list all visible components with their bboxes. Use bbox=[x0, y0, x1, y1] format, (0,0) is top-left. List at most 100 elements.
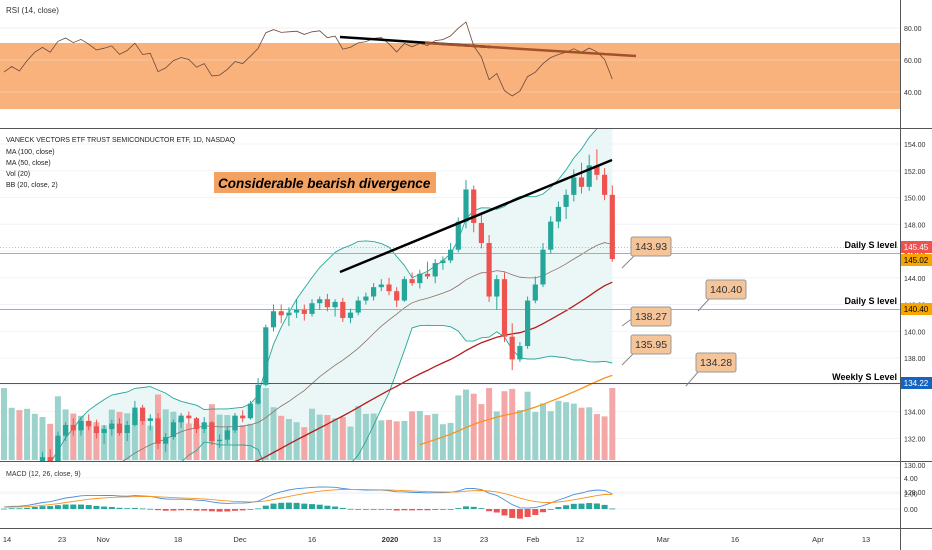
time-tick-label: 13 bbox=[862, 535, 870, 544]
price-tick-label: 138.00 bbox=[904, 356, 926, 363]
weekly-s-level-label: Weekly S Level bbox=[832, 372, 897, 382]
axis-tag-close-2: 145.02 bbox=[901, 254, 932, 266]
macd-histogram-bar bbox=[31, 506, 38, 509]
candle-body bbox=[270, 311, 277, 328]
macd-histogram-bar bbox=[78, 504, 84, 509]
macd-histogram-bar bbox=[47, 506, 54, 509]
macd-histogram-bar bbox=[424, 509, 431, 511]
time-tick-label: 23 bbox=[58, 535, 66, 544]
candle-body bbox=[163, 437, 169, 444]
volume-bar bbox=[301, 427, 308, 460]
macd-histogram-bar bbox=[262, 505, 269, 509]
volume-bar bbox=[362, 413, 369, 460]
macd-histogram-bar bbox=[170, 509, 177, 511]
candle-body bbox=[540, 249, 546, 285]
rsi-divergence-line-brown[interactable] bbox=[424, 41, 637, 58]
volume-bar bbox=[332, 418, 339, 460]
candles bbox=[17, 149, 615, 500]
macd-histogram-bar bbox=[501, 509, 508, 516]
legend-bb: BB (20, close, 2) bbox=[6, 182, 58, 189]
macd-histogram-bar bbox=[139, 508, 146, 510]
price-tick-label: 132.00 bbox=[904, 436, 926, 443]
macd-signal-line bbox=[3, 489, 613, 508]
rsi-pane[interactable]: RSI (14, close) bbox=[0, 6, 900, 109]
volume-bar bbox=[378, 420, 385, 460]
time-tick-label: Feb bbox=[527, 535, 540, 544]
macd-histogram-bar bbox=[393, 509, 400, 511]
macd-histogram-bar bbox=[493, 509, 500, 513]
macd-histogram-bar bbox=[540, 509, 546, 513]
volume-bar bbox=[339, 417, 346, 460]
callout-14040[interactable]: 140.40 bbox=[697, 279, 747, 312]
time-tick-label: Mar bbox=[657, 535, 670, 544]
volume-bar bbox=[47, 423, 54, 460]
macd-histogram-bar bbox=[278, 502, 285, 509]
volume-bar bbox=[285, 419, 292, 460]
candle-body bbox=[217, 439, 223, 442]
candle-body bbox=[509, 336, 515, 360]
annotation-box[interactable] bbox=[214, 172, 436, 193]
volume-bar bbox=[486, 388, 493, 460]
macd-histogram-bar bbox=[347, 508, 354, 510]
annotation-text: Considerable bearish divergence bbox=[218, 176, 431, 191]
macd-grid bbox=[0, 477, 900, 510]
macd-histogram-bar bbox=[247, 509, 254, 510]
macd-histogram-bar bbox=[101, 506, 108, 509]
rsi-tick-label: 60.00 bbox=[904, 58, 922, 65]
callout-13827[interactable]: 138.27 bbox=[621, 306, 672, 327]
time-axis[interactable]: 14 23 Nov 18 Dec 16 2020 13 23 Feb 12 Mar 16 Apr 13 bbox=[3, 535, 870, 544]
callout-13595-text: 135.95 bbox=[635, 339, 667, 351]
rsi-tick-label: 40.00 bbox=[904, 90, 922, 97]
price-divergence-line[interactable] bbox=[339, 158, 613, 274]
volume-bar bbox=[478, 404, 485, 460]
macd-histogram-bar bbox=[8, 508, 15, 510]
candle-body bbox=[47, 457, 53, 461]
macd-histogram-bar bbox=[1, 508, 7, 510]
rsi-line bbox=[3, 21, 613, 97]
time-tick-label: Nov bbox=[96, 535, 110, 544]
macd-histogram-bar bbox=[239, 509, 246, 511]
candle-body bbox=[409, 279, 415, 284]
price-tick-label: 130.00 bbox=[904, 463, 926, 470]
candle-body bbox=[17, 495, 22, 500]
callout-13428[interactable]: 134.28 bbox=[685, 352, 737, 387]
volume-bar bbox=[131, 412, 138, 460]
volume-bar bbox=[416, 411, 423, 460]
macd-histogram-bar bbox=[185, 509, 192, 511]
candle-body bbox=[39, 457, 46, 461]
candle-body bbox=[363, 296, 369, 301]
volume-bar bbox=[1, 388, 7, 460]
candle-body bbox=[355, 300, 361, 313]
macd-histogram-bar bbox=[193, 509, 200, 511]
volume-bar bbox=[178, 418, 185, 460]
macd-histogram-bar bbox=[116, 507, 123, 509]
candle-body bbox=[186, 415, 192, 419]
macd-axis[interactable]: 4.00 2.00 0.00 bbox=[904, 476, 918, 514]
volume-bar bbox=[31, 413, 38, 460]
macd-histogram-bar bbox=[131, 507, 138, 509]
rsi-axis[interactable]: 80.00 60.00 40.00 bbox=[904, 26, 922, 97]
callout-14393[interactable]: 143.93 bbox=[621, 236, 672, 269]
candle-body bbox=[486, 243, 492, 297]
axis-tag-weekly-text: 134.22 bbox=[904, 379, 929, 388]
candle-body bbox=[555, 206, 561, 222]
time-tick-label: 12 bbox=[576, 535, 584, 544]
candle-body bbox=[155, 418, 161, 444]
price-tick-label: 154.00 bbox=[904, 142, 926, 149]
candle-body bbox=[93, 426, 99, 434]
candle-body bbox=[424, 273, 431, 277]
volume-bar bbox=[470, 393, 477, 460]
price-axis[interactable]: 154.00152.00150.00148.00146.00144.00142.… bbox=[904, 142, 926, 497]
bollinger-basis bbox=[122, 242, 613, 461]
price-pane[interactable]: Considerable bearish divergence 143.93 1… bbox=[0, 124, 900, 549]
macd-tick-label: 0.00 bbox=[904, 507, 918, 514]
callout-13595[interactable]: 135.95 bbox=[621, 334, 672, 366]
volume-bar bbox=[8, 407, 15, 460]
volume-bar bbox=[455, 395, 462, 460]
daily-s-level-label-1: Daily S level bbox=[844, 240, 897, 250]
candle-body bbox=[401, 279, 407, 301]
macd-histogram-bar bbox=[524, 509, 531, 517]
candle-body bbox=[571, 177, 577, 195]
macd-pane[interactable]: MACD (12, 26, close, 9) bbox=[0, 471, 900, 519]
